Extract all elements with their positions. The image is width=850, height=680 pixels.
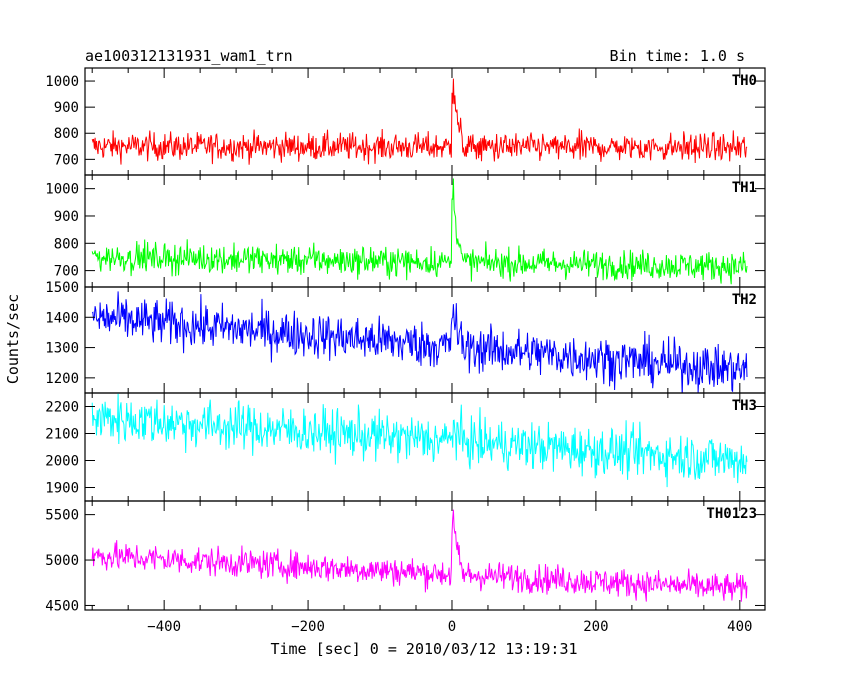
y-tick-label: 800 — [54, 126, 79, 142]
panel-label-th1: TH1 — [732, 180, 757, 196]
y-tick-label: 5500 — [45, 508, 79, 524]
x-tick-label: 400 — [727, 619, 752, 635]
panel-label-th0123: TH0123 — [706, 506, 757, 522]
y-tick-label: 2000 — [45, 454, 79, 470]
y-tick-label: 2200 — [45, 400, 79, 416]
y-tick-label: 4500 — [45, 598, 79, 614]
y-tick-label: 2100 — [45, 427, 79, 443]
y-tick-label: 1500 — [45, 280, 79, 296]
y-tick-label: 1900 — [45, 481, 79, 497]
y-tick-label: 800 — [54, 236, 79, 252]
panels-group: 700 800 900 1000 TH0 700 800 900 1000 TH1 1200 1300… — [45, 67, 766, 635]
y-tick-label: 1000 — [45, 182, 79, 198]
y-tick-label: 900 — [54, 209, 79, 225]
y-tick-label: 900 — [54, 100, 79, 116]
y-tick-label: 1000 — [45, 74, 79, 90]
series-line-th0 — [91, 78, 748, 165]
panel-frame-th2 — [84, 286, 766, 394]
series-line-th2 — [91, 291, 748, 393]
series-line-th3 — [91, 393, 748, 488]
x-tick-label: −400 — [147, 619, 181, 635]
x-axis-title: Time [sec] 0 = 2010/03/12 13:19:31 — [270, 640, 577, 658]
y-axis-title: Counts/sec — [4, 294, 22, 384]
y-tick-label: 1300 — [45, 341, 79, 357]
y-tick-label: 1400 — [45, 310, 79, 326]
y-tick-label: 5000 — [45, 553, 79, 569]
chart-title: ae100312131931_wam1_trn — [85, 47, 293, 65]
panel-label-th2: TH2 — [732, 292, 757, 308]
panel-label-th0: TH0 — [732, 73, 757, 89]
x-tick-label: −200 — [291, 619, 325, 635]
x-tick-label: 200 — [583, 619, 608, 635]
series-line-th0123 — [91, 509, 748, 602]
panel-label-th3: TH3 — [732, 398, 757, 414]
y-tick-label: 700 — [54, 152, 79, 168]
y-tick-label: 700 — [54, 264, 79, 280]
series-line-th1 — [91, 178, 748, 285]
y-tick-label: 1200 — [45, 371, 79, 387]
bin-time-label: Bin time: 1.0 s — [610, 47, 745, 65]
x-tick-label: 0 — [448, 619, 456, 635]
panel-frame-th0123 — [84, 500, 766, 611]
